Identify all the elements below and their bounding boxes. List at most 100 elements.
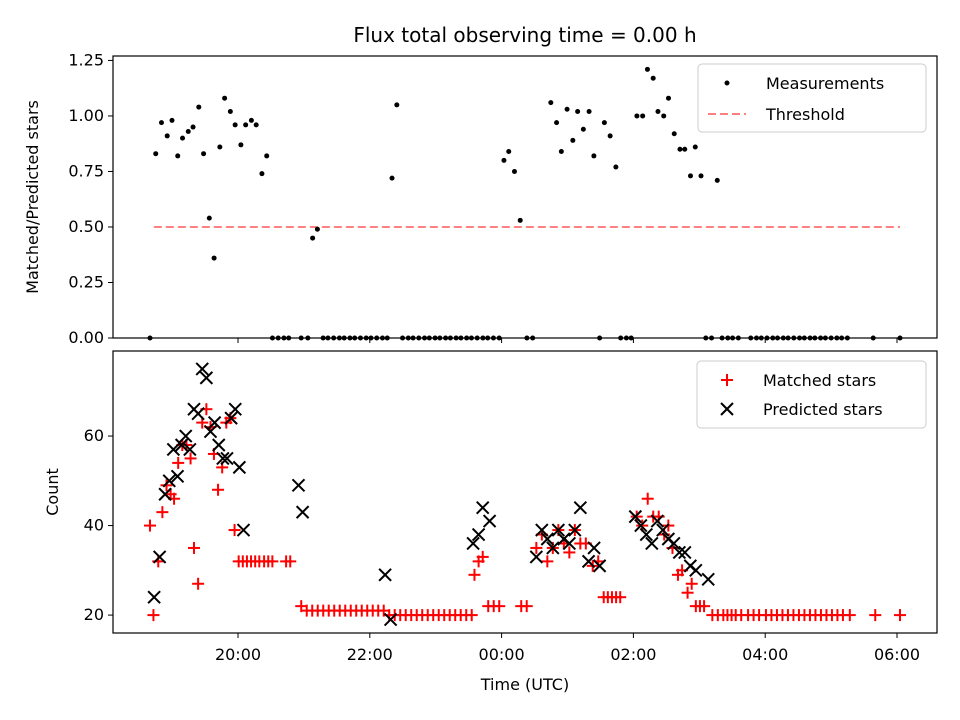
predicted-star-point <box>678 545 692 560</box>
matched-star-point <box>187 541 200 554</box>
measurement-point <box>264 153 270 159</box>
measurement-point <box>243 122 249 128</box>
matched-star-point <box>147 609 160 622</box>
predicted-star-point <box>476 500 490 515</box>
predicted-star-point <box>191 406 205 421</box>
measurement-point <box>661 113 667 119</box>
measurement-point <box>644 66 650 72</box>
predicted-star-point <box>224 411 238 425</box>
legend-marker-matched <box>721 374 733 386</box>
chart-title: Flux total observing time = 0.00 h <box>353 23 696 47</box>
measurement-point <box>389 175 395 181</box>
predicted-star-point <box>179 429 193 443</box>
measurement-point <box>185 128 191 134</box>
matched-star-point <box>614 591 627 604</box>
matched-star-point <box>869 609 882 622</box>
predicted-star-point <box>689 563 703 578</box>
measurement-point <box>169 117 175 123</box>
predicted-star-point <box>170 469 185 484</box>
measurement-point <box>601 120 607 126</box>
bottom-y-axis: 20 40 60 <box>84 426 113 624</box>
predicted-star-point <box>378 568 392 582</box>
measurement-point <box>164 133 170 139</box>
matched-star-point <box>894 609 906 622</box>
measurement-point <box>222 95 228 101</box>
matched-star-point <box>160 479 173 492</box>
bottom-x-tick-label: 02:00 <box>610 645 656 664</box>
bottom-x-tick-label: 22:00 <box>347 645 393 664</box>
matched-star-point <box>493 600 506 613</box>
predicted-star-point <box>535 523 549 537</box>
measurement-point <box>314 226 320 232</box>
matched-star-point <box>172 456 185 469</box>
predicted-stars-series <box>147 362 715 627</box>
measurement-point <box>238 142 244 148</box>
matched-star-point <box>266 555 279 568</box>
predicted-star-point <box>152 550 167 564</box>
bottom-panel: 20 40 60 20:00 22:00 00:00 02:00 04:00 06:00 Co… <box>43 350 938 694</box>
predicted-star-point <box>482 514 497 528</box>
matched-star-point <box>685 577 698 590</box>
measurement-point <box>714 177 720 183</box>
measurement-point <box>232 122 238 128</box>
top-y-tick-label: 0.75 <box>68 161 104 180</box>
legend-label-predicted: Predicted stars <box>763 400 883 419</box>
bottom-y-tick-label: 40 <box>84 516 104 535</box>
measurement-point <box>206 215 212 221</box>
measurement-point <box>634 113 640 119</box>
predicted-star-point <box>645 536 659 551</box>
measurement-point <box>687 173 693 179</box>
predicted-star-point <box>291 478 306 492</box>
top-plot-frame <box>112 55 938 339</box>
top-y-tick-label: 1.00 <box>68 106 104 125</box>
top-y-tick-label: 0.50 <box>68 217 104 236</box>
matched-stars-series <box>144 403 906 622</box>
bottom-x-tick-label: 00:00 <box>479 645 525 664</box>
predicted-star-point <box>592 559 607 573</box>
top-legend: Measurements Threshold <box>697 63 927 133</box>
measurement-point <box>591 153 597 159</box>
measurement-point <box>190 124 196 130</box>
matched-star-point <box>156 506 169 519</box>
measurement-point <box>548 100 554 106</box>
matched-star-point <box>530 541 543 554</box>
predicted-star-point <box>546 541 560 555</box>
predicted-star-point <box>207 415 222 430</box>
predicted-star-point <box>162 474 176 488</box>
measurement-point <box>253 122 259 128</box>
legend-label-matched: Matched stars <box>763 371 876 390</box>
predicted-star-point <box>228 402 242 416</box>
predicted-star-point <box>562 536 577 551</box>
top-y-axis: 0.00 0.25 0.50 0.75 1.00 1.25 <box>68 50 113 347</box>
matched-star-point <box>541 555 554 568</box>
measurement-point <box>227 109 233 115</box>
predicted-star-point <box>672 545 687 560</box>
bottom-y-tick-label: 20 <box>84 605 104 624</box>
measurement-point <box>248 117 254 123</box>
measurement-point <box>640 113 646 119</box>
predicted-star-point <box>174 438 189 452</box>
measurement-point <box>394 102 400 108</box>
matched-star-point <box>228 524 241 537</box>
predicted-star-point <box>295 505 310 519</box>
measurement-point <box>698 173 704 179</box>
predicted-star-point <box>147 590 161 604</box>
measurement-point <box>153 151 159 157</box>
measurement-point <box>517 217 523 223</box>
measurement-point <box>180 135 186 141</box>
measurement-point <box>655 109 661 115</box>
predicted-star-point <box>203 424 218 439</box>
measurement-point <box>692 144 698 150</box>
predicted-star-point <box>158 487 172 501</box>
matched-star-point <box>212 483 225 496</box>
top-y-axis-label: Matched/Predicted stars <box>23 100 42 294</box>
measurement-point <box>677 146 683 152</box>
predicted-star-point <box>650 514 665 528</box>
legend-label-measurements: Measurements <box>766 74 884 93</box>
measurement-point <box>682 146 688 152</box>
predicted-star-point <box>628 509 643 524</box>
measurement-point <box>501 157 507 163</box>
predicted-star-point <box>232 460 247 475</box>
matched-star-point <box>563 546 576 559</box>
predicted-star-point <box>183 442 197 457</box>
